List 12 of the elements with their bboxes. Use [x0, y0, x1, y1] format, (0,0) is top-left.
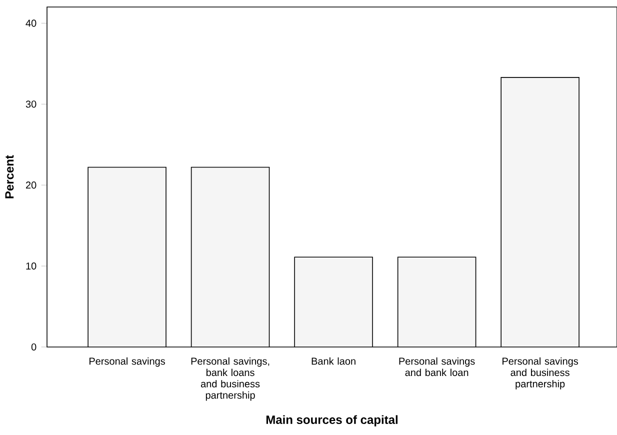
x-axis-title: Main sources of capital: [266, 415, 398, 426]
x-tick-label: Personal savings and bank loan: [399, 357, 475, 376]
y-tick-label: 20: [26, 182, 36, 189]
y-tick-label: 40: [26, 20, 36, 27]
x-tick-label: Personal savings, bank loans and business partnership: [191, 357, 270, 401]
y-axis-title: Percent: [5, 155, 14, 198]
y-tick-label: 0: [31, 343, 36, 351]
x-tick-label: Bank laon: [312, 357, 356, 365]
y-tick-label: 30: [26, 100, 36, 108]
x-tick-label: Personal savings and business partnership: [502, 357, 578, 390]
y-tick-label: 10: [26, 262, 36, 270]
x-tick-label: Personal savings: [90, 357, 166, 367]
